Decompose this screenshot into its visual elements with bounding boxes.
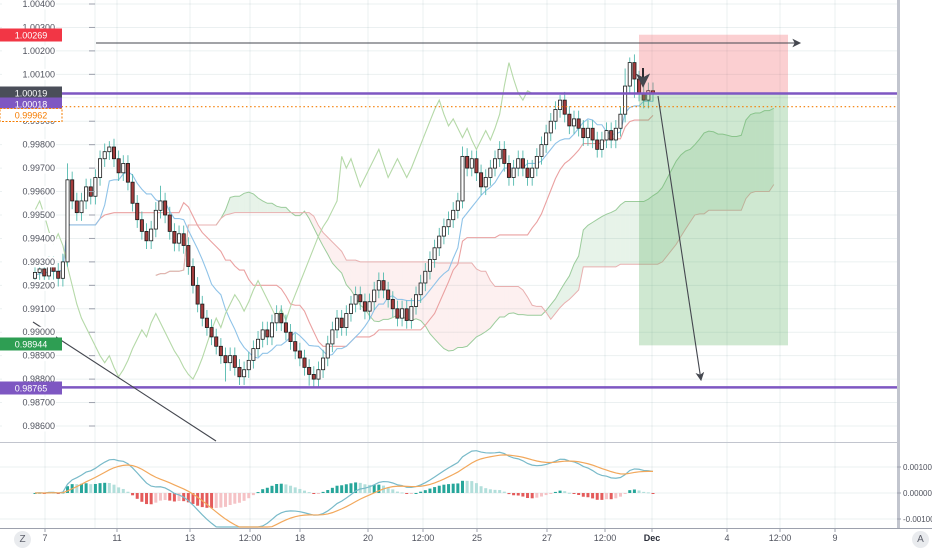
time-tick-label: 12:00 (594, 533, 617, 543)
candles-layer (33, 54, 655, 388)
time-tick-label: 25 (472, 533, 482, 543)
panel-separators (0, 0, 932, 529)
target-box[interactable] (639, 93, 788, 346)
price-badge (0, 86, 62, 100)
time-tick-label: 12:00 (769, 533, 792, 543)
price-badge (0, 97, 62, 111)
macd-panel (33, 450, 655, 528)
time-tick-label: 7 (42, 533, 47, 543)
price-tick-label: 1.00100 (22, 69, 55, 79)
price-tick-label: 0.98600 (22, 421, 55, 431)
ichimoku-cloud-layer (34, 62, 775, 381)
price-badge-label: 0.98765 (15, 384, 48, 394)
price-tick-label: 0.99800 (22, 140, 55, 150)
price-badge-label: 1.00018 (15, 100, 48, 110)
price-tick-label: 0.99600 (22, 187, 55, 197)
price-badge-label: 1.00269 (15, 31, 48, 41)
price-badge (0, 381, 62, 395)
price-tick-label: 0.99100 (22, 304, 55, 314)
time-tick-label: 4 (724, 533, 729, 543)
macd-axis[interactable]: 0.00100 0.00000 -0.00100 (897, 463, 932, 524)
time-tick-label: 13 (185, 533, 195, 543)
price-tick-label: 0.99700 (22, 163, 55, 173)
timezone-button[interactable]: Z (14, 531, 31, 548)
price-tick-label: 1.00300 (22, 22, 55, 32)
price-badge (0, 337, 62, 351)
risk-box[interactable] (639, 34, 788, 94)
price-badge-label: 1.00019 (15, 89, 48, 99)
drawings-layer (0, 34, 897, 442)
price-tick-label: 0.99300 (22, 257, 55, 267)
time-tick-label: 20 (363, 533, 373, 543)
price-tick-label: 0.98700 (22, 398, 55, 408)
time-tick-label: 18 (295, 533, 305, 543)
price-tick-label: 0.99400 (22, 233, 55, 243)
price-badge (0, 108, 63, 122)
price-tick-label: 0.99500 (22, 210, 55, 220)
time-tick-label: 9 (832, 533, 837, 543)
time-tick-label: 11 (112, 533, 121, 543)
macd-tick-label: 0.00100 (903, 463, 932, 472)
price-badge-label: 0.98944 (15, 340, 48, 350)
time-axis[interactable]: 7 11 13 12:00 18 20 12:00 25 27 12:00 Dec 4 12:00 9 (42, 528, 838, 543)
trendline[interactable] (32, 321, 217, 442)
price-tick-label: 0.98800 (22, 374, 55, 384)
price-axis[interactable]: 1.004001.003001.002001.001000.999000.998… (0, 0, 95, 432)
price-badge (0, 28, 62, 42)
price-tick-label: 1.00200 (22, 46, 55, 56)
price-tick-label: 0.99000 (22, 327, 55, 337)
projection-arrow[interactable] (657, 95, 705, 382)
time-tick-label: 27 (542, 533, 552, 543)
price-tick-label: 0.99200 (22, 280, 55, 290)
macd-tick-label: 0.00000 (903, 489, 932, 498)
auto-scale-button[interactable]: A (912, 531, 929, 548)
price-tick-label: 1.00400 (22, 0, 55, 9)
price-badge-label: 0.99962 (15, 111, 48, 121)
time-tick-label: 12:00 (239, 533, 262, 543)
time-tick-label: 12:00 (412, 533, 435, 543)
macd-tick-label: -0.00100 (903, 515, 932, 524)
price-tick-label: 0.98900 (22, 351, 55, 361)
time-tick-label: Dec (644, 533, 661, 543)
